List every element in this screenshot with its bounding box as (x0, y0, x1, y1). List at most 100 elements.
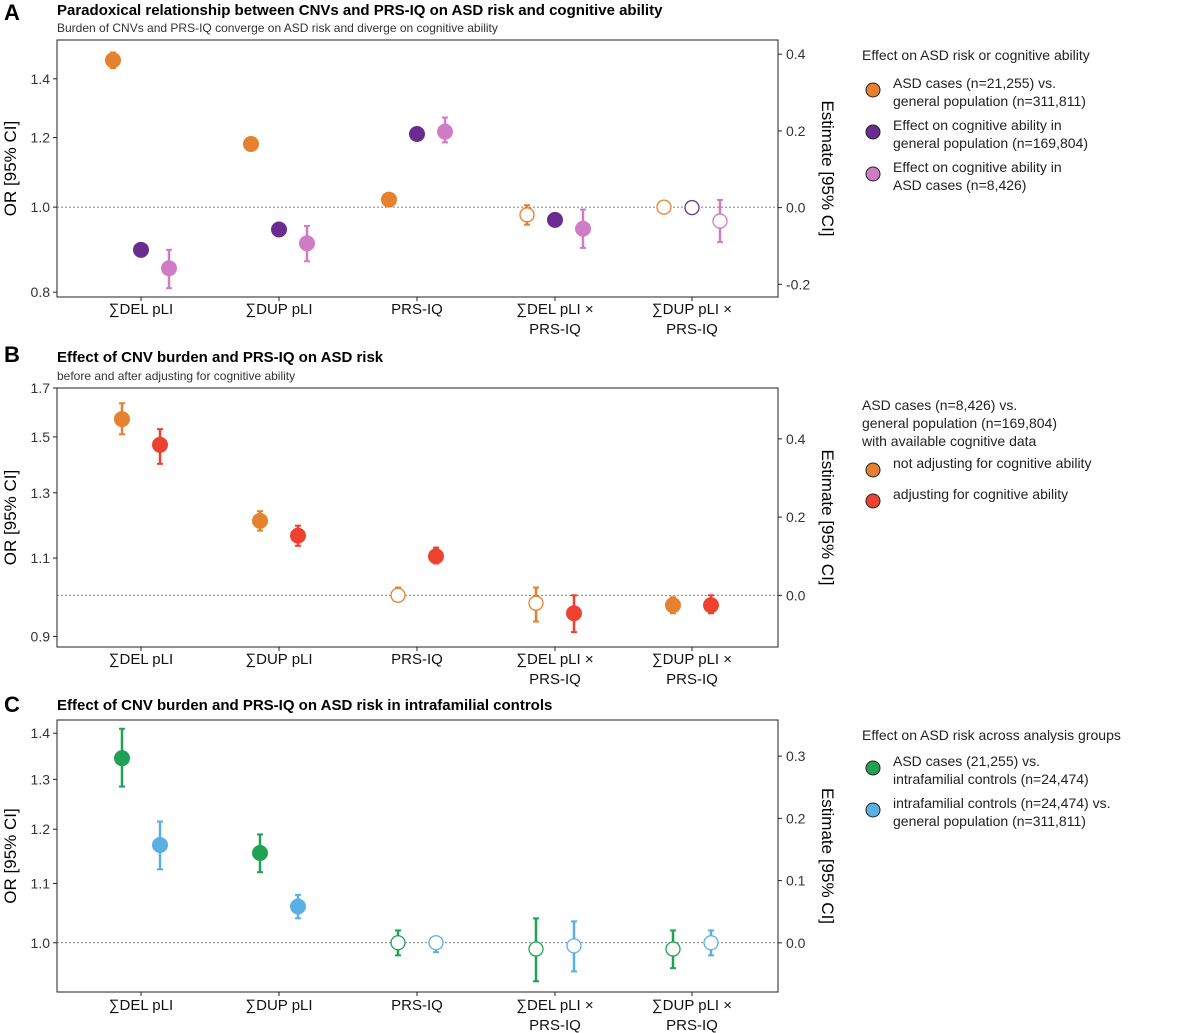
x-tick-label: PRS-IQ (391, 997, 443, 1014)
series-2 (152, 428, 719, 634)
y-tick-label: 1.3 (31, 771, 51, 787)
series-1 (114, 727, 681, 983)
data-point (252, 845, 268, 862)
legend-title: Effect on ASD risk or cognitive ability (862, 47, 1090, 63)
series-1 (105, 51, 672, 226)
data-point (390, 587, 406, 603)
data-point (105, 52, 121, 69)
series-3 (161, 116, 728, 290)
y-tick-label: 1.5 (31, 429, 51, 445)
data-point (566, 938, 582, 954)
data-point (152, 436, 168, 453)
y2-tick-label: 0.4 (786, 431, 806, 447)
x-tick-label: ∑DUP pLI (245, 301, 312, 318)
data-point (271, 221, 287, 238)
plot-frame (56, 39, 779, 298)
y-tick-label: 1.1 (31, 550, 51, 566)
x-tick-label: ∑DEL pLI × PRS-IQ (516, 997, 593, 1033)
y-tick-label: 1.7 (31, 380, 51, 396)
y2-tick-label: 0.2 (786, 509, 806, 525)
data-point (519, 207, 535, 223)
y2-tick-label: 0.2 (786, 810, 806, 826)
chart-subtitle: before and after adjusting for cognitive… (57, 369, 295, 383)
y-tick-label: 1.3 (31, 485, 51, 501)
x-tick-label: ∑DEL pLI (109, 997, 173, 1014)
x-tick-label: PRS-IQ (391, 651, 443, 668)
y2-tick-label: 0.0 (786, 587, 806, 603)
y2-tick-label: 0.1 (786, 873, 806, 889)
data-point (299, 235, 315, 252)
legend-entry: Effect on cognitive ability in ASD cases … (893, 159, 1062, 193)
y-axis-label: OR [95% CI] (1, 121, 20, 216)
y-tick-label: 1.0 (31, 199, 51, 215)
y2-tick-label: 0.3 (786, 748, 806, 764)
legend-entry: intrafamilial controls (n=24,474) vs. gen… (893, 795, 1111, 829)
y-tick-label: 1.2 (31, 821, 51, 837)
data-point (409, 125, 425, 142)
y-tick-label: 1.2 (31, 130, 51, 146)
legend-entry: ASD cases (n=21,255) vs. general populati… (893, 75, 1086, 109)
data-point (575, 220, 591, 237)
data-point (152, 836, 168, 853)
legend-entry: ASD cases (21,255) vs. intrafamilial cont… (893, 753, 1089, 787)
y2-tick-label: 0.0 (786, 935, 806, 951)
panel-letter: C (4, 692, 20, 717)
panel-letter: B (4, 342, 20, 367)
data-point (114, 750, 130, 767)
data-point (133, 241, 149, 258)
data-point (528, 941, 544, 957)
data-point (528, 595, 544, 611)
data-point (437, 123, 453, 140)
data-point (381, 191, 397, 208)
y2-tick-label: 0.0 (786, 200, 806, 216)
legend-marker (865, 493, 881, 509)
data-point (547, 211, 563, 228)
legend-title: ASD cases (n=8,426) vs. general populatio… (861, 397, 1057, 449)
data-point (243, 136, 259, 153)
y-axis-label: OR [95% CI] (1, 808, 20, 903)
y2-axis-label: Estimate [95% CI] (818, 449, 837, 585)
x-tick-label: ∑DEL pLI × PRS-IQ (516, 301, 593, 338)
data-point (428, 935, 444, 951)
data-point (566, 605, 582, 622)
chart-title: Paradoxical relationship between CNVs an… (57, 2, 663, 19)
panel-C: C Effect of CNV burden and PRS-IQ on ASD … (1, 692, 1121, 1033)
x-tick-label: ∑DEL pLI (109, 301, 173, 318)
legend: Effect on ASD risk across analysis group… (862, 727, 1121, 829)
data-point (684, 199, 700, 216)
data-point (703, 935, 719, 951)
panel-B: B Effect of CNV burden and PRS-IQ on ASD … (1, 342, 1091, 688)
legend: Effect on ASD risk or cognitive ability A… (862, 47, 1090, 193)
x-tick-label: ∑DUP pLI (245, 651, 312, 668)
data-point (656, 199, 672, 215)
x-tick-label: ∑DEL pLI × PRS-IQ (516, 651, 593, 688)
x-tick-label: ∑DUP pLI × PRS-IQ (652, 651, 732, 688)
data-point (161, 260, 177, 277)
y2-tick-label: 0.4 (786, 46, 806, 62)
chart-subtitle: Burden of CNVs and PRS-IQ converge on AS… (57, 21, 498, 35)
data-point (290, 527, 306, 544)
x-tick-label: ∑DUP pLI (245, 997, 312, 1014)
legend-entry: adjusting for cognitive ability (893, 486, 1068, 502)
chart-title: Effect of CNV burden and PRS-IQ on ASD r… (57, 349, 384, 366)
y-tick-label: 1.4 (31, 725, 51, 741)
data-point (290, 898, 306, 915)
legend: ASD cases (n=8,426) vs. general populatio… (861, 397, 1091, 509)
y2-tick-label: -0.2 (786, 276, 810, 292)
series-1 (114, 402, 681, 623)
legend-entry: not adjusting for cognitive ability (893, 455, 1091, 471)
x-tick-label: ∑DUP pLI × PRS-IQ (652, 997, 732, 1033)
series-2 (152, 820, 719, 973)
legend-marker (865, 166, 881, 182)
y-tick-label: 0.8 (31, 284, 51, 300)
x-tick-label: PRS-IQ (391, 301, 443, 318)
panel-letter: A (4, 0, 20, 25)
legend-marker (865, 802, 881, 818)
data-point (252, 512, 268, 529)
y-tick-label: 0.9 (31, 628, 51, 644)
y-tick-label: 1.1 (31, 875, 51, 891)
data-point (665, 941, 681, 957)
y-tick-label: 1.4 (31, 71, 51, 87)
data-point (665, 597, 681, 614)
